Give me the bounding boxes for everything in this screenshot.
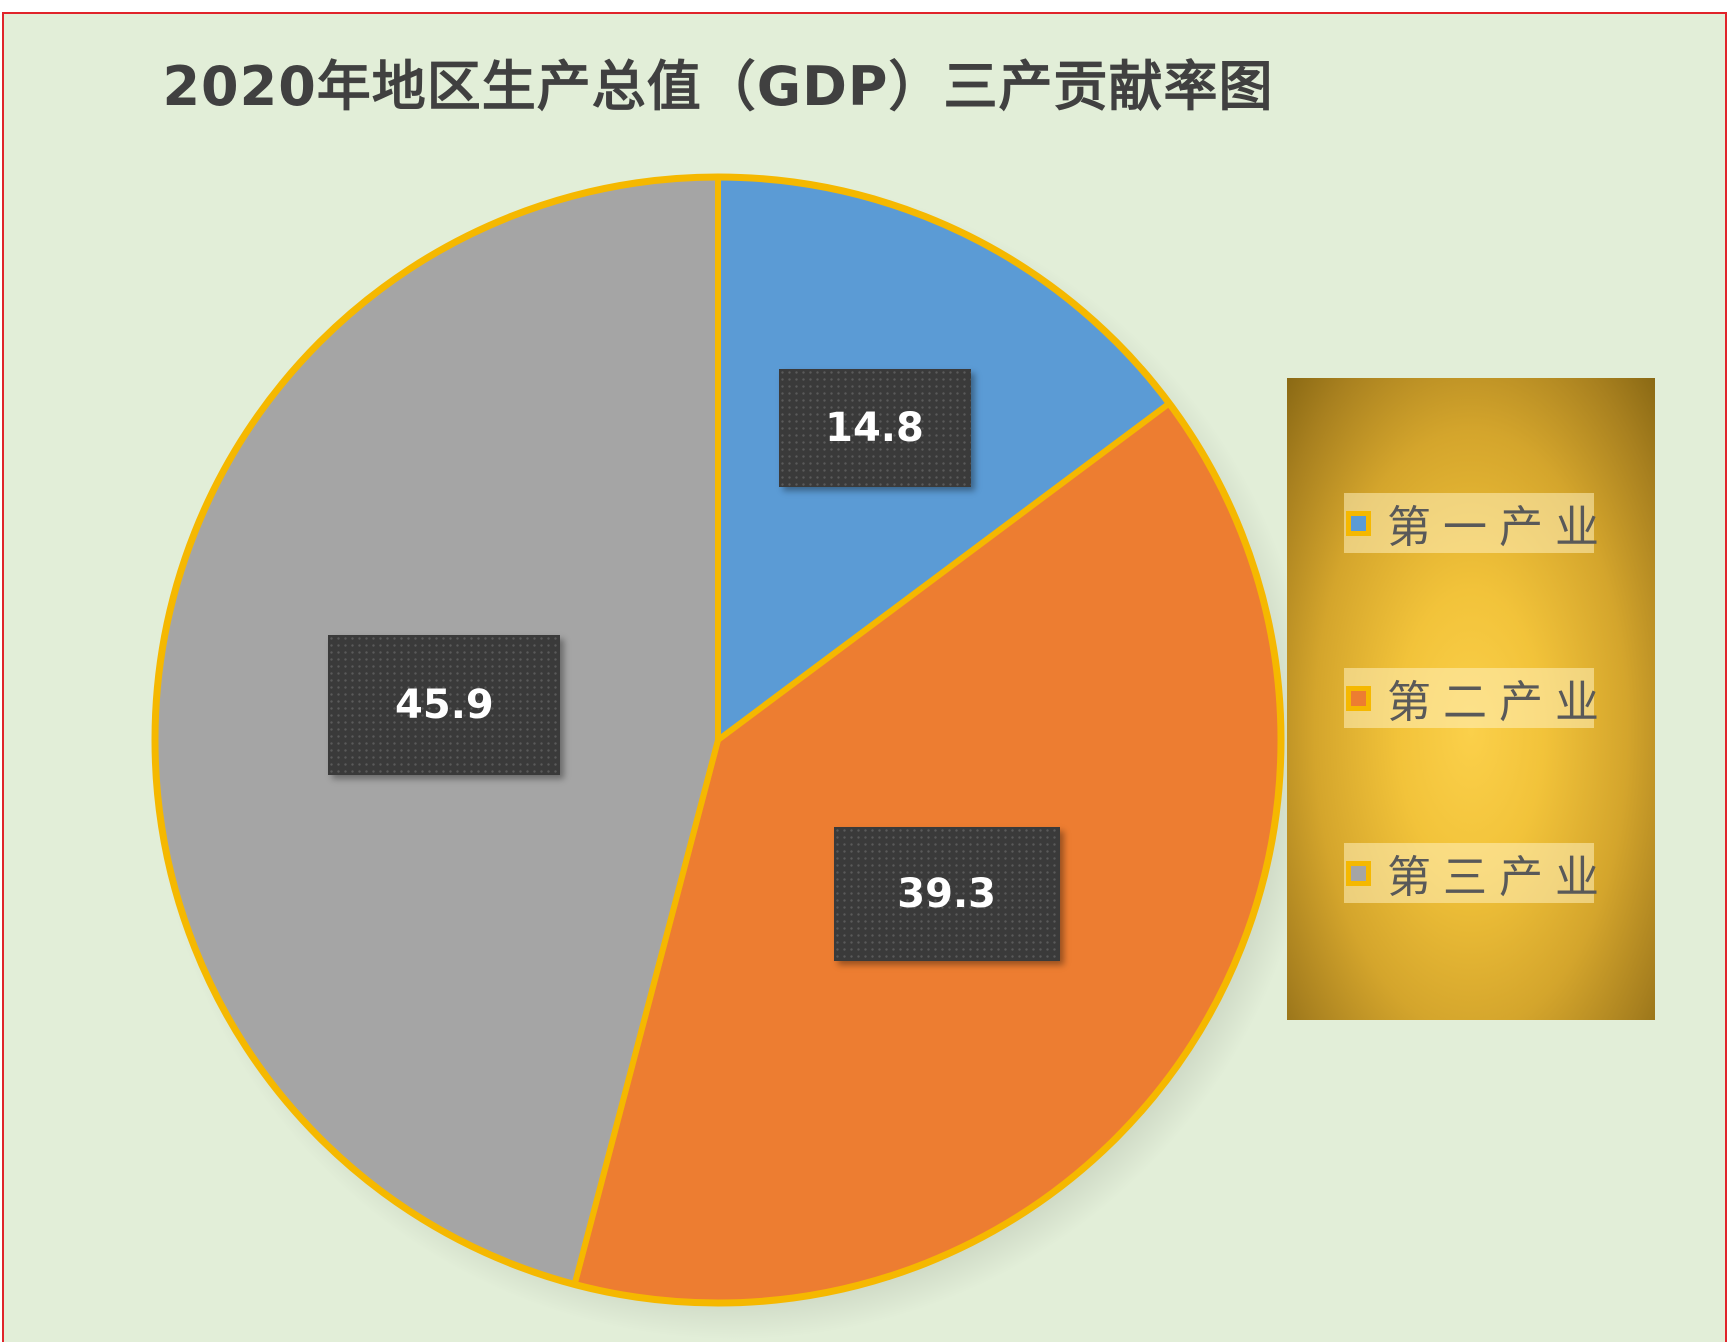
legend-item-tertiary: 第三产业 (1344, 843, 1599, 903)
pie-outline (151, 173, 1285, 1307)
data-label-primary: 14.8 (778, 368, 971, 487)
legend-swatch-primary (1346, 510, 1371, 536)
chart-title: 2020年地区生产总值（GDP）三产贡献率图 (162, 55, 1274, 118)
legend: 第一产业 第二产业 第三产业 (1287, 378, 1655, 1020)
legend-label-primary: 第一产业 (1387, 502, 1611, 553)
legend-item-primary: 第一产业 (1344, 493, 1599, 553)
legend-label-secondary: 第二产业 (1387, 677, 1611, 728)
legend-item-secondary: 第二产业 (1344, 668, 1599, 728)
legend-swatch-secondary (1346, 685, 1371, 711)
data-label-tertiary: 45.9 (328, 634, 561, 775)
legend-swatch-tertiary (1346, 860, 1371, 886)
legend-label-tertiary: 第三产业 (1387, 852, 1611, 903)
data-label-secondary: 39.3 (833, 827, 1060, 962)
